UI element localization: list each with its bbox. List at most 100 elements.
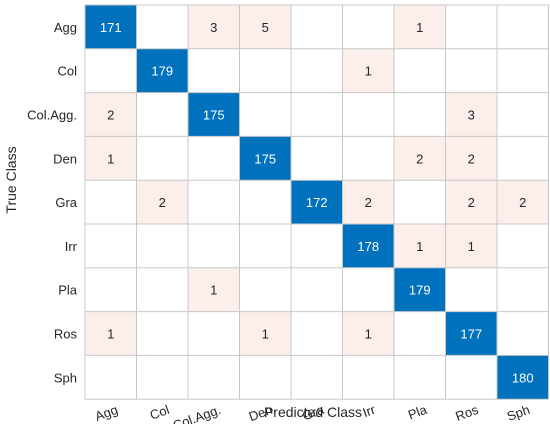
matrix-cell <box>291 5 343 49</box>
matrix-cell <box>497 136 549 181</box>
cell-value-label: 1 <box>107 327 114 342</box>
matrix-cell <box>239 224 291 268</box>
matrix-cell <box>188 311 240 356</box>
matrix-cell <box>342 48 394 93</box>
matrix-gridlines <box>84 4 549 400</box>
cell-value-label: 175 <box>203 108 225 123</box>
matrix-cell <box>445 92 497 137</box>
matrix-cell <box>394 136 446 181</box>
matrix-cell <box>85 267 137 312</box>
matrix-cell <box>394 5 446 49</box>
matrix-cell <box>85 92 137 137</box>
cell-value-label: 1 <box>262 327 269 342</box>
matrix-cell <box>188 136 240 181</box>
matrix-cell <box>85 136 137 181</box>
cell-value-label: 175 <box>254 151 276 166</box>
y-tick-label: Pla <box>58 283 78 298</box>
matrix-cell <box>188 5 240 49</box>
matrix-cell <box>394 180 446 224</box>
y-tick-label: Gra <box>55 195 77 210</box>
matrix-cell <box>188 224 240 268</box>
matrix-cell <box>497 92 549 137</box>
matrix-cell <box>445 267 497 312</box>
cell-value-label: 2 <box>416 151 423 166</box>
x-tick-label: Pla <box>406 402 430 423</box>
matrix-cell <box>291 92 343 137</box>
y-tick-label: Ros <box>54 327 78 342</box>
x-tick-label: Ros <box>453 402 480 424</box>
matrix-cell <box>291 136 343 181</box>
cell-value-label: 1 <box>416 239 423 254</box>
cell-value-label: 1 <box>416 20 423 35</box>
matrix-cell <box>188 267 240 312</box>
cell-value-label: 5 <box>262 20 269 35</box>
matrix-cell <box>497 355 549 400</box>
cell-value-label: 171 <box>100 20 122 35</box>
x-tick-labels: Agg Col Col.Agg. Den Gra Irr Pla Ros Sph <box>93 402 532 424</box>
matrix-cell <box>188 180 240 224</box>
cell-value-label: 179 <box>151 64 173 79</box>
matrix-cell <box>394 48 446 93</box>
y-tick-label: Sph <box>54 370 77 385</box>
matrix-cell <box>497 5 549 49</box>
matrix-cell <box>445 224 497 268</box>
x-tick-label: Den <box>247 402 275 424</box>
matrix-cell <box>188 355 240 400</box>
cell-value-label: 180 <box>512 370 534 385</box>
y-tick-label: Den <box>53 151 77 166</box>
matrix-cell <box>239 48 291 93</box>
cell-value-label: 3 <box>210 20 217 35</box>
cell-value-label: 2 <box>159 195 166 210</box>
matrix-cell <box>394 267 446 312</box>
matrix-cell <box>497 180 549 224</box>
matrix-cell <box>85 224 137 268</box>
matrix-cell <box>394 92 446 137</box>
matrix-cell <box>239 267 291 312</box>
matrix-cell <box>85 355 137 400</box>
matrix-cell <box>445 136 497 181</box>
x-axis-label: Predicted Class <box>264 404 362 420</box>
matrix-cell <box>85 180 137 224</box>
matrix-cell <box>445 311 497 356</box>
matrix-cell <box>136 48 188 93</box>
matrix-cell <box>188 48 240 93</box>
y-tick-label: Col.Agg. <box>27 108 77 123</box>
matrix-cell <box>136 180 188 224</box>
matrix-cell <box>291 355 343 400</box>
matrix-cell <box>342 267 394 312</box>
matrix-cell <box>136 224 188 268</box>
cell-value-label: 3 <box>468 108 475 123</box>
matrix-cell <box>342 180 394 224</box>
matrix-cell <box>85 48 137 93</box>
matrix-cell <box>136 136 188 181</box>
matrix-cell <box>394 224 446 268</box>
x-tick-label: Gra <box>300 402 326 424</box>
matrix-cell <box>445 5 497 49</box>
matrix-cell <box>445 180 497 224</box>
matrix-cell <box>394 311 446 356</box>
cell-value-label: 2 <box>468 151 475 166</box>
cell-value-label: 2 <box>107 108 114 123</box>
matrix-cell <box>136 92 188 137</box>
matrix-cell <box>239 5 291 49</box>
cell-value-label: 1 <box>365 64 372 79</box>
matrix-cell <box>85 5 137 49</box>
matrix-cell <box>342 5 394 49</box>
matrix-cell <box>497 267 549 312</box>
x-tick-label: Agg <box>93 402 120 424</box>
matrix-cell <box>291 267 343 312</box>
matrix-cell <box>497 48 549 93</box>
matrix-cell <box>239 136 291 181</box>
matrix-cell <box>239 311 291 356</box>
matrix-cell <box>342 355 394 400</box>
cell-value-label: 2 <box>365 195 372 210</box>
matrix-cell <box>291 224 343 268</box>
matrix-cell <box>497 224 549 268</box>
matrix-cell <box>342 224 394 268</box>
cell-value-label: 2 <box>519 195 526 210</box>
y-tick-labels: Agg Col Col.Agg. Den Gra Irr Pla Ros Sph <box>27 20 78 385</box>
matrix-cell <box>342 92 394 137</box>
x-tick-label: Col <box>148 402 172 423</box>
matrix-cell <box>497 311 549 356</box>
